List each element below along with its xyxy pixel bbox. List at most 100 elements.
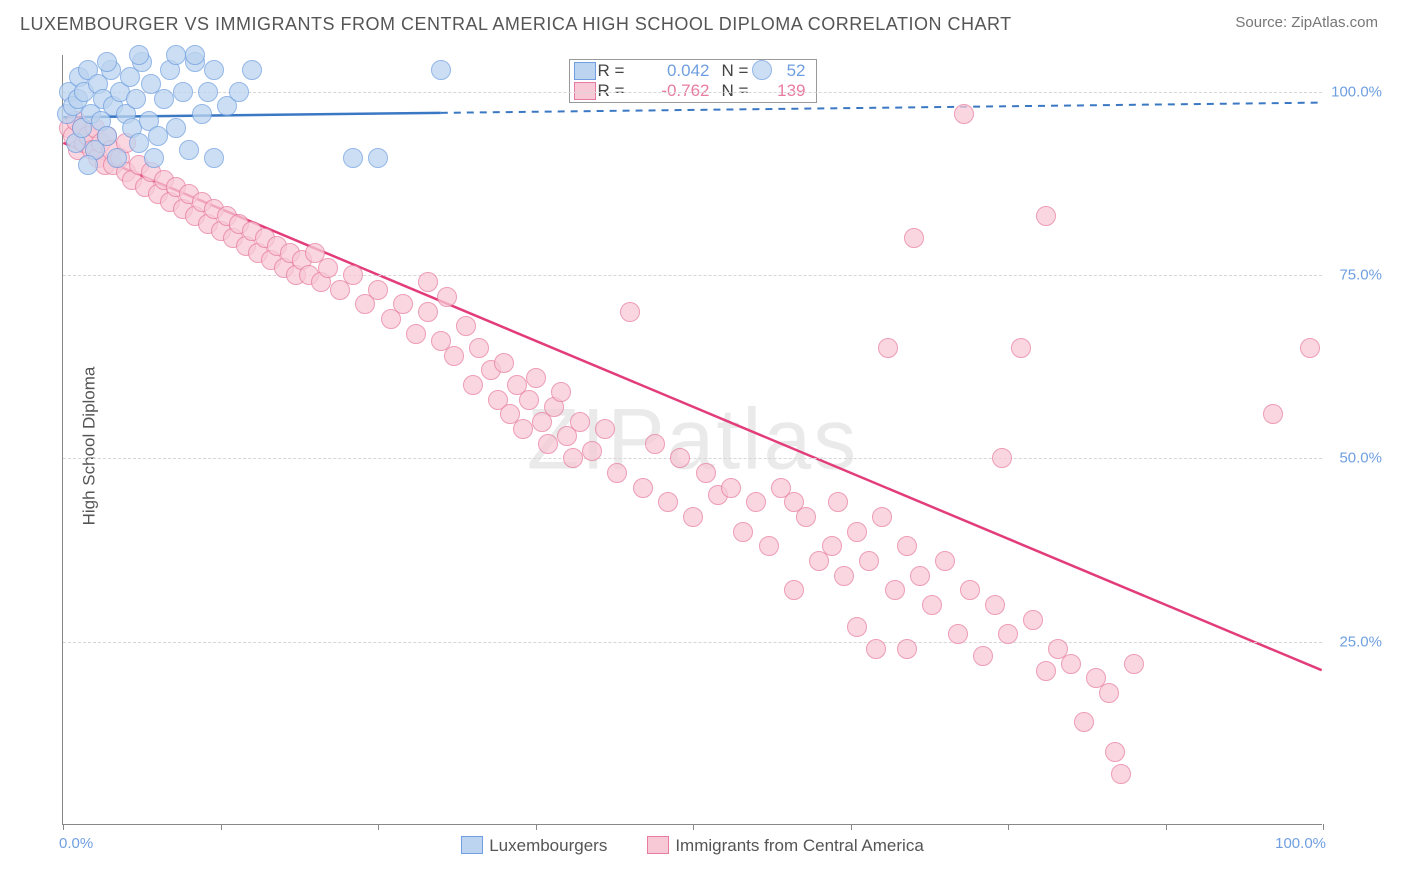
x-tick [378,824,379,830]
data-point-lux [192,104,212,124]
data-point-ca [683,507,703,527]
data-point-lux [166,45,186,65]
data-point-ca [456,316,476,336]
gridline-h [63,92,1322,93]
legend-swatch [461,836,483,854]
data-point-ca [922,595,942,615]
x-tick [221,824,222,830]
data-point-lux [343,148,363,168]
source-prefix: Source: [1235,14,1291,31]
x-tick [1008,824,1009,830]
data-point-ca [418,272,438,292]
data-point-lux [242,60,262,80]
data-point-ca [885,580,905,600]
data-point-ca [519,390,539,410]
data-point-ca [494,353,514,373]
data-point-ca [721,478,741,498]
data-point-ca [1036,661,1056,681]
data-point-ca [985,595,1005,615]
correlation-stats-box: R = 0.042 N = 52 R = -0.762 N = 139 [569,59,817,103]
data-point-lux [107,148,127,168]
data-point-ca [437,287,457,307]
data-point-ca [973,646,993,666]
legend-item-lux: Luxembourgers [461,836,607,856]
data-point-ca [1023,610,1043,630]
data-point-ca [847,522,867,542]
data-point-lux [204,148,224,168]
stats-swatch-lux [574,62,596,80]
data-point-ca [910,566,930,586]
data-point-ca [444,346,464,366]
data-point-lux [166,118,186,138]
x-tick [1323,824,1324,830]
data-point-ca [526,368,546,388]
data-point-ca [1263,404,1283,424]
gridline-h [63,642,1322,643]
stats-r-lux: 0.042 [644,61,720,81]
y-tick-label: 100.0% [1331,83,1382,100]
data-point-ca [1074,712,1094,732]
data-point-ca [633,478,653,498]
data-point-ca [1061,654,1081,674]
x-tick [536,824,537,830]
data-point-lux [144,148,164,168]
data-point-ca [935,551,955,571]
source-link[interactable]: ZipAtlas.com [1291,14,1378,31]
data-point-ca [318,258,338,278]
data-point-ca [897,639,917,659]
gridline-h [63,458,1322,459]
data-point-ca [645,434,665,454]
scatter-chart: ZIPatlas R = 0.042 N = 52 R = -0.762 N =… [62,55,1322,825]
data-point-lux [198,82,218,102]
data-point-ca [658,492,678,512]
legend: Luxembourgers Immigrants from Central Am… [63,836,1322,856]
data-point-lux [129,45,149,65]
x-tick [693,824,694,830]
x-tick-label: 0.0% [59,835,93,852]
legend-label: Luxembourgers [489,836,607,855]
data-point-ca [784,580,804,600]
data-point-ca [948,624,968,644]
data-point-ca [872,507,892,527]
data-point-lux [185,45,205,65]
source-attribution: Source: ZipAtlas.com [1235,14,1378,31]
legend-label: Immigrants from Central America [675,836,923,855]
data-point-ca [746,492,766,512]
stats-r-label: R = [598,61,642,81]
y-tick-label: 75.0% [1339,267,1382,284]
x-tick-label: 100.0% [1275,835,1326,852]
legend-swatch [647,836,669,854]
data-point-lux [431,60,451,80]
data-point-ca [406,324,426,344]
data-point-ca [897,536,917,556]
data-point-ca [563,448,583,468]
data-point-ca [822,536,842,556]
data-point-ca [1111,764,1131,784]
data-point-ca [859,551,879,571]
data-point-ca [513,419,533,439]
data-point-ca [796,507,816,527]
data-point-ca [620,302,640,322]
data-point-ca [866,639,886,659]
data-point-ca [828,492,848,512]
data-point-lux [752,60,772,80]
x-tick [851,824,852,830]
data-point-ca [878,338,898,358]
data-point-ca [343,265,363,285]
data-point-ca [696,463,716,483]
data-point-lux [97,52,117,72]
data-point-ca [607,463,627,483]
data-point-lux [148,126,168,146]
data-point-ca [847,617,867,637]
data-point-lux [368,148,388,168]
data-point-lux [97,126,117,146]
data-point-ca [992,448,1012,468]
x-tick [63,824,64,830]
data-point-lux [78,155,98,175]
data-point-lux [154,89,174,109]
data-point-ca [570,412,590,432]
data-point-ca [418,302,438,322]
data-point-ca [670,448,690,468]
chart-title: LUXEMBOURGER VS IMMIGRANTS FROM CENTRAL … [20,14,1012,35]
data-point-ca [954,104,974,124]
